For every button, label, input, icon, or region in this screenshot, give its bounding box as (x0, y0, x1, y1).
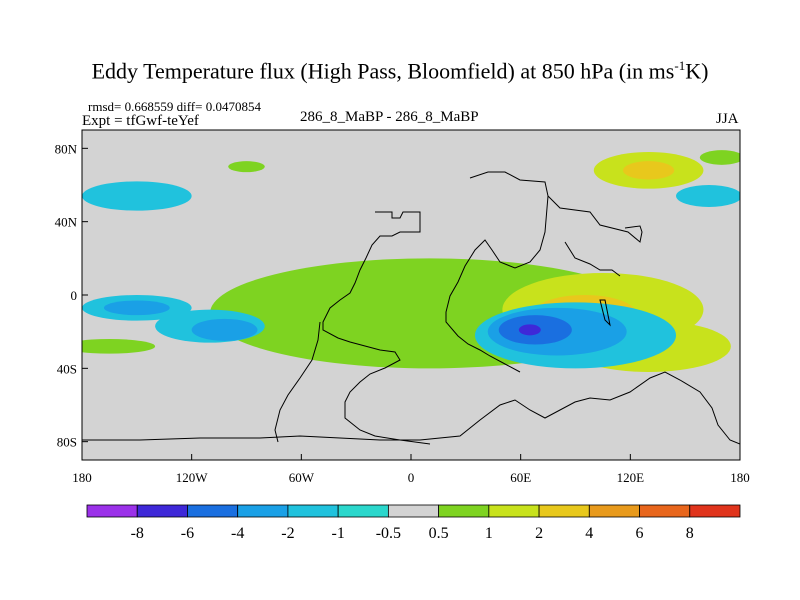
coastline-americas (322, 211, 431, 445)
season-label: JJA (716, 111, 739, 127)
stats-label: rmsd= 0.668559 diff= 0.0470854 (88, 99, 261, 114)
coastline-europe-asia (445, 171, 549, 373)
y-tick-label: 80S (57, 435, 77, 450)
colorbar-swatch (86, 504, 138, 518)
colorbar-label: 6 (636, 525, 644, 542)
colorbar-label: -1 (331, 525, 344, 542)
title-text: Eddy Temperature flux (High Pass, Bloomf… (91, 58, 675, 84)
y-tick-label: 80N (55, 141, 78, 156)
colorbar-label: -0.5 (376, 525, 401, 542)
colorbar-swatch (387, 504, 440, 518)
colorbar-swatch (639, 504, 691, 518)
colorbar-label: 8 (686, 525, 694, 542)
colorbar-label: -2 (281, 525, 294, 542)
title-superscript: -1 (674, 58, 686, 73)
contour-region (82, 339, 156, 354)
colorbar-label: -8 (131, 525, 144, 542)
y-tick-label: 40N (55, 215, 78, 230)
colorbar-label: -4 (231, 525, 244, 542)
coastline-south-africa (274, 321, 321, 443)
contour-region (228, 161, 265, 173)
coastline-indochina (564, 241, 621, 277)
x-tick-label: 120E (617, 470, 645, 485)
contour-region (676, 185, 740, 207)
colorbar-swatch (187, 504, 239, 518)
y-tick-label: 40S (57, 361, 77, 376)
contour-region (623, 161, 675, 180)
colorbar: -8 -6 -4 -2 -1 -0.5 0.5 1 2 4 6 8 (86, 504, 741, 542)
colorbar-swatch (689, 504, 741, 518)
figure-title: Eddy Temperature flux (High Pass, Bloomf… (0, 58, 800, 84)
colorbar-swatch (488, 504, 540, 518)
title-end-text: K) (685, 58, 709, 84)
coastline-antarctica (82, 371, 740, 445)
x-tick-label: 120W (176, 470, 209, 485)
coastlines (82, 171, 740, 445)
comparison-label: 286_8_MaBP - 286_8_MaBP (300, 109, 479, 125)
contour-region (103, 300, 170, 316)
axis-ticks: 180 120W 60W 0 60E 120E 180 80N 40N 0 40S 80S (55, 141, 750, 485)
colorbar-swatch (337, 504, 389, 518)
colorbar-swatch (538, 504, 590, 518)
colorbar-swatch (588, 504, 640, 518)
contour-region (82, 181, 192, 211)
colorbar-label: 4 (585, 525, 593, 542)
x-tick-label: 180 (730, 470, 750, 485)
x-tick-label: 0 (408, 470, 415, 485)
colorbar-label: 0.5 (429, 525, 449, 542)
colorbar-swatch (237, 504, 289, 518)
x-tick-label: 60W (289, 470, 315, 485)
y-tick-label: 0 (71, 288, 78, 303)
colorbar-swatch (438, 504, 490, 518)
contour-region (699, 150, 740, 165)
experiment-label: Expt = tfGwf-teYef (82, 113, 199, 129)
colorbar-label: 1 (485, 525, 493, 542)
coastline-sumatra (599, 299, 611, 327)
colorbar-swatch (136, 504, 188, 518)
x-tick-label: 180 (72, 470, 92, 485)
contour-region (191, 318, 258, 341)
colorbar-label: -6 (181, 525, 194, 542)
coastline-asia-pacific (547, 195, 643, 243)
colorbar-swatch (287, 504, 339, 518)
contour-region (518, 324, 541, 336)
colorbar-label: 2 (535, 525, 543, 542)
x-tick-label: 60E (510, 470, 531, 485)
